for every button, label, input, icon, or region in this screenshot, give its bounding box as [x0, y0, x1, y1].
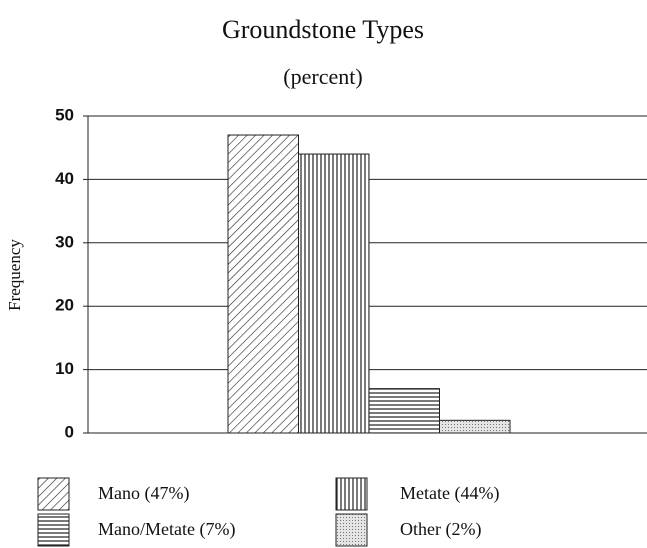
y-tick-label: 0 — [65, 422, 74, 441]
legend-swatch — [37, 477, 70, 511]
legend-swatch — [335, 477, 368, 511]
legend-label: Mano (47%) — [98, 483, 189, 504]
bar — [298, 153, 370, 434]
y-tick-label: 40 — [55, 169, 74, 188]
y-tick-label: 10 — [55, 359, 74, 378]
y-tick-label: 20 — [55, 296, 74, 315]
chart-subtitle: (percent) — [283, 64, 362, 89]
y-tick-label: 50 — [55, 105, 74, 124]
legend-swatch — [37, 513, 70, 547]
y-tick-label: 30 — [55, 232, 74, 251]
legend-swatch — [335, 513, 368, 547]
y-axis-label: Frequency — [5, 239, 24, 311]
legend-label: Other (2%) — [400, 519, 481, 540]
bar — [368, 388, 440, 434]
bar — [439, 419, 511, 434]
chart-title: Groundstone Types — [222, 15, 424, 44]
bar — [227, 134, 299, 434]
legend-label: Metate (44%) — [400, 483, 499, 504]
legend-label: Mano/Metate (7%) — [98, 519, 235, 540]
